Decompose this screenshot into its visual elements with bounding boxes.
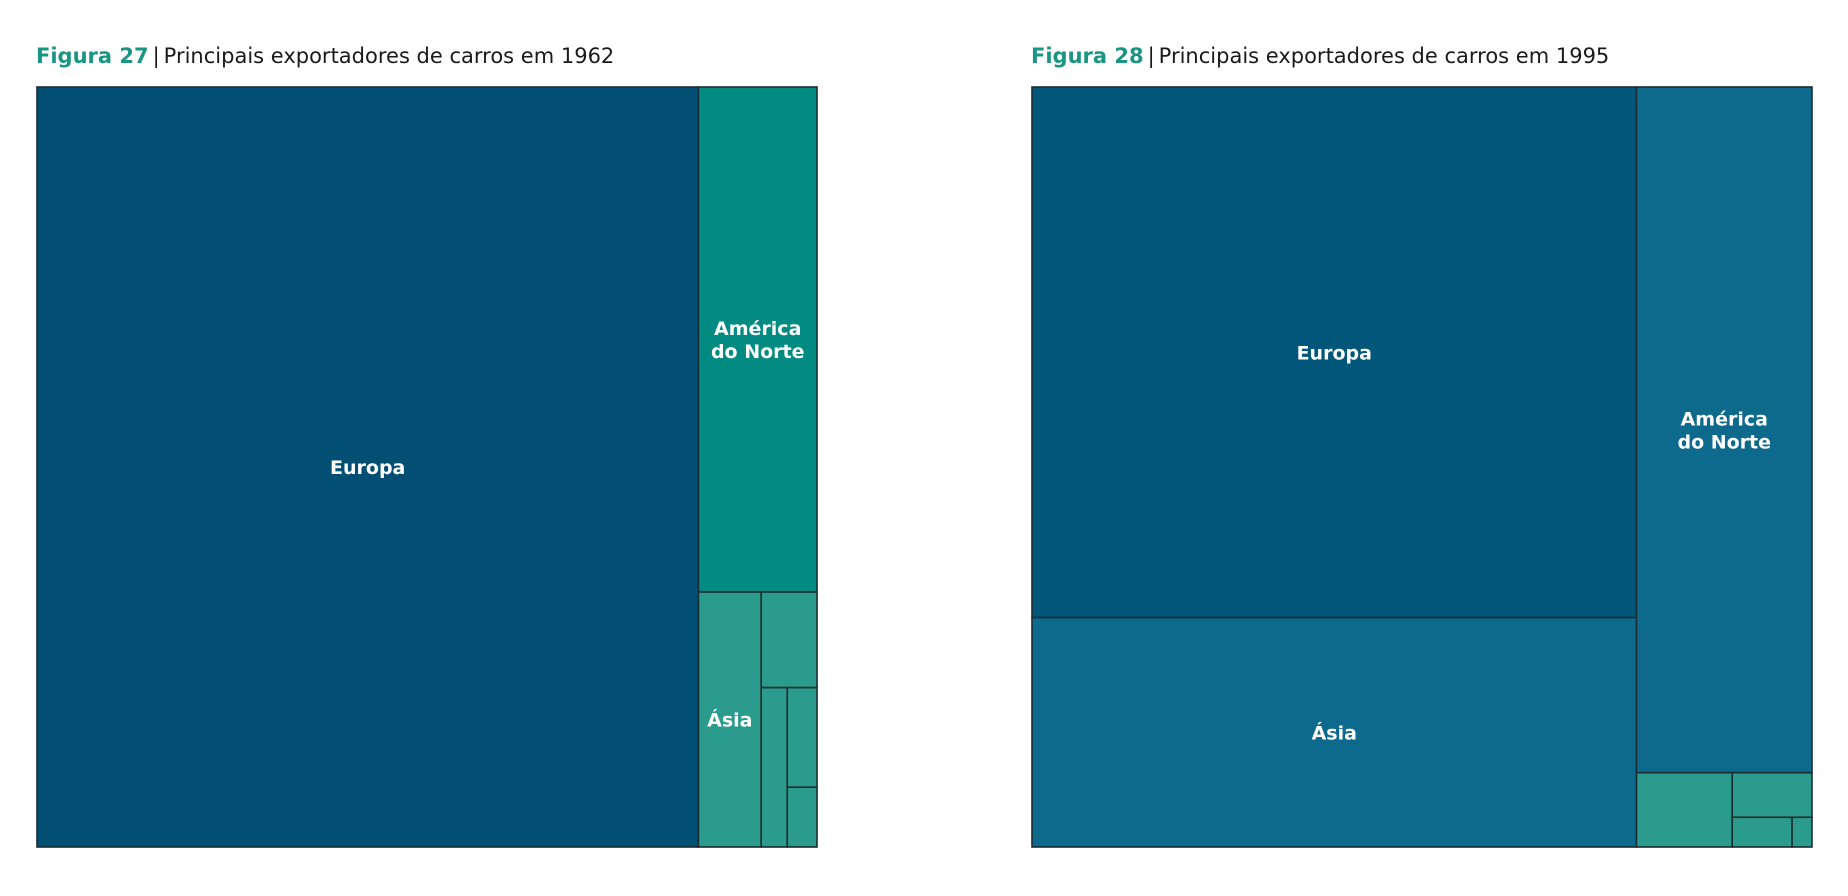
tile-other-0: [1731, 771, 1813, 819]
tile-america-do-norte: [697, 86, 818, 593]
tile-europa: [1031, 86, 1638, 619]
figure-title: Figura 27 | Principais exportadores de car…: [36, 38, 614, 74]
figure-caption: Principais exportadores de carros em 196…: [163, 44, 615, 68]
figure-number: Figura 28: [1031, 44, 1144, 68]
figure-title: Figura 28 | Principais exportadores de car…: [1031, 38, 1609, 74]
title-separator: |: [1147, 44, 1155, 68]
tile-other-0: [760, 686, 789, 848]
tile-label-europa: Europa: [330, 457, 405, 479]
tile-label-america-do-norte: América do Norte: [711, 318, 805, 363]
title-separator: |: [152, 44, 160, 68]
tile-other-0: [786, 686, 818, 789]
figure-1962: Figura 27 | Principais exportadores de car…: [36, 38, 821, 858]
figure-number: Figura 27: [36, 44, 149, 68]
figure-caption: Principais exportadores de carros em 199…: [1158, 44, 1610, 68]
treemap-1962: Europa América do Norte Ásia: [36, 86, 818, 848]
tile-other-0: [786, 786, 818, 848]
tile-other-0: [1791, 816, 1813, 848]
tile-other-0: [760, 591, 818, 689]
tile-america-do-norte: [1635, 86, 1813, 774]
tile-label-asia: Ásia: [707, 709, 752, 732]
tile-other-0: [1635, 771, 1734, 848]
figure-1995: Figura 28 | Principais exportadores de car…: [1031, 38, 1816, 858]
tile-other-0: [1731, 816, 1793, 848]
treemap-1995: Europa Ásia América do Norte: [1031, 86, 1813, 848]
tile-label-asia: Ásia: [1312, 721, 1357, 744]
tile-asia: [697, 591, 763, 848]
tile-label-europa: Europa: [1297, 342, 1372, 364]
tile-asia: [1031, 616, 1638, 848]
tile-europa: [36, 86, 700, 848]
tile-label-america-do-norte: América do Norte: [1677, 408, 1771, 453]
